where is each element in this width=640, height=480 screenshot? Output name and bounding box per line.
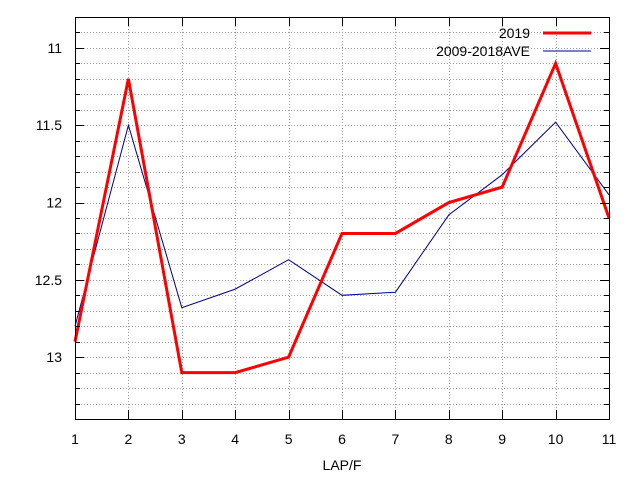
x-tick-label: 6 [338, 431, 346, 447]
y-tick-label: 11.5 [36, 117, 62, 133]
x-tick-label: 11 [602, 431, 617, 447]
legend: 2019 2009-2018AVE [436, 25, 591, 59]
x-tick-label: 10 [548, 431, 564, 447]
y-tick-label: 11 [47, 40, 62, 56]
y-tick-label: 12 [46, 195, 62, 211]
y-tick-label: 13 [46, 349, 62, 365]
x-tick-label: 3 [178, 431, 186, 447]
ticks [75, 17, 610, 420]
x-tick-label: 4 [231, 431, 239, 447]
x-tick-label: 7 [392, 431, 400, 447]
x-tick-label: 8 [445, 431, 453, 447]
x-tick-label: 9 [498, 431, 506, 447]
x-axis-title: LAP/F [323, 457, 362, 473]
legend-label: 2009-2018AVE [436, 43, 530, 59]
x-tick-label: 1 [71, 431, 79, 447]
x-tick-label: 5 [285, 431, 293, 447]
legend-label: 2019 [499, 25, 530, 41]
x-tick-labels: 1 2 3 4 5 6 7 8 9 10 11 [71, 431, 616, 447]
y-tick-label: 12.5 [35, 272, 62, 288]
series-layer [73, 59, 611, 375]
y-tick-labels: 11 11.5 12 12.5 13 [35, 40, 62, 365]
x-tick-label: 2 [125, 431, 133, 447]
